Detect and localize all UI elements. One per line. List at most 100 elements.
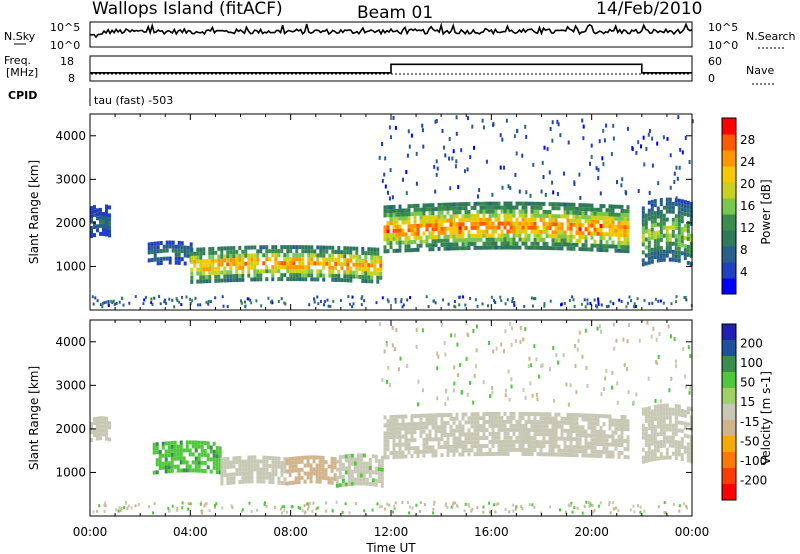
power-echo-cell bbox=[476, 233, 480, 238]
velocity-ground-cell bbox=[279, 507, 282, 511]
power-ground-cell bbox=[651, 301, 654, 305]
velocity-scatter-cell bbox=[406, 363, 409, 368]
velocity-echo-cell bbox=[644, 443, 648, 447]
power-scatter-cell bbox=[521, 153, 524, 158]
power-echo-cell bbox=[590, 203, 594, 208]
power-echo-cell bbox=[665, 209, 669, 214]
power-ground-cell bbox=[511, 297, 514, 301]
velocity-echo-cell bbox=[596, 418, 600, 422]
power-echo-cell bbox=[494, 241, 498, 246]
velocity-echo-cell bbox=[297, 456, 301, 461]
velocity-echo-cell bbox=[524, 420, 528, 424]
power-echo-cell bbox=[386, 233, 390, 238]
power-echo-cell bbox=[512, 225, 516, 230]
velocity-echo-cell bbox=[167, 469, 171, 474]
power-colorbar-swatch bbox=[722, 134, 736, 151]
velocity-echo-cell bbox=[244, 475, 248, 480]
power-echo-cell bbox=[295, 273, 299, 278]
velocity-ground-cell bbox=[127, 504, 130, 508]
velocity-scatter-cell bbox=[511, 326, 514, 331]
velocity-echo-cell bbox=[677, 440, 681, 445]
velocity-echo-cell bbox=[398, 426, 402, 431]
velocity-echo-cell bbox=[647, 446, 651, 451]
velocity-scatter-cell bbox=[626, 367, 629, 371]
velocity-echo-cell bbox=[274, 468, 278, 473]
power-echo-cell bbox=[590, 223, 594, 228]
power-echo-cell bbox=[668, 257, 672, 262]
velocity-ground-cell bbox=[592, 510, 595, 514]
velocity-echo-cell bbox=[527, 444, 531, 448]
power-echo-cell bbox=[677, 254, 681, 259]
power-echo-cell bbox=[446, 206, 450, 211]
power-ground-cell bbox=[105, 300, 108, 304]
velocity-echo-cell bbox=[419, 433, 423, 438]
power-echo-cell bbox=[443, 230, 447, 235]
power-echo-cell bbox=[99, 211, 102, 216]
power-echo-cell bbox=[479, 201, 483, 206]
power-echo-cell bbox=[346, 278, 350, 283]
velocity-ground-cell bbox=[591, 504, 594, 507]
power-echo-cell bbox=[223, 270, 227, 275]
power-echo-cell bbox=[668, 245, 672, 250]
velocity-echo-cell bbox=[557, 420, 561, 425]
velocity-echo-cell bbox=[545, 440, 549, 445]
velocity-echo-cell bbox=[449, 432, 453, 437]
velocity-echo-cell bbox=[503, 439, 507, 444]
velocity-echo-cell bbox=[250, 475, 254, 480]
power-echo-cell bbox=[395, 208, 399, 213]
power-echo-cell bbox=[446, 234, 450, 239]
power-echo-cell bbox=[617, 212, 621, 217]
noise-panel-frame bbox=[89, 21, 693, 48]
power-echo-cell bbox=[383, 225, 387, 230]
velocity-scatter-cell bbox=[488, 341, 491, 345]
power-ground-cell bbox=[207, 300, 210, 303]
velocity-echo-cell bbox=[626, 455, 630, 460]
velocity-echo-cell bbox=[464, 448, 468, 453]
power-echo-cell bbox=[211, 250, 215, 255]
velocity-ground-cell bbox=[432, 511, 435, 515]
velocity-ground-cell bbox=[176, 506, 179, 510]
power-echo-cell bbox=[102, 228, 105, 232]
power-echo-cell bbox=[398, 208, 402, 213]
power-echo-cell bbox=[644, 217, 648, 222]
velocity-ground-cell bbox=[612, 501, 615, 505]
power-echo-cell bbox=[340, 278, 344, 283]
velocity-echo-cell bbox=[176, 444, 180, 449]
velocity-ground-cell bbox=[119, 509, 122, 513]
velocity-echo-cell bbox=[488, 432, 492, 436]
power-echo-cell bbox=[434, 235, 438, 240]
velocity-echo-cell bbox=[398, 422, 402, 427]
velocity-scatter-cell bbox=[530, 363, 533, 368]
power-echo-cell bbox=[569, 222, 573, 227]
velocity-echo-cell bbox=[668, 455, 672, 460]
power-echo-cell bbox=[404, 208, 408, 213]
power-echo-cell bbox=[431, 215, 435, 220]
velocity-echo-cell bbox=[617, 442, 621, 447]
power-echo-cell bbox=[680, 243, 684, 248]
power-scatter-cell bbox=[677, 115, 680, 120]
power-echo-cell bbox=[292, 269, 296, 274]
power-echo-cell bbox=[512, 221, 516, 226]
velocity-scatter-cell bbox=[454, 333, 456, 338]
power-echo-cell bbox=[322, 245, 326, 250]
velocity-echo-cell bbox=[380, 479, 384, 484]
power-echo-cell bbox=[446, 218, 450, 223]
velocity-echo-cell bbox=[485, 436, 489, 440]
power-echo-cell bbox=[521, 205, 525, 210]
power-echo-cell bbox=[548, 246, 552, 251]
velocity-echo-cell bbox=[173, 448, 177, 453]
velocity-scatter-cell bbox=[635, 392, 638, 397]
power-echo-cell bbox=[605, 232, 609, 237]
power-echo-cell bbox=[108, 213, 111, 218]
velocity-scatter-cell bbox=[585, 365, 588, 370]
power-echo-cell bbox=[392, 228, 396, 233]
power-echo-cell bbox=[527, 233, 531, 238]
velocity-echo-cell bbox=[530, 412, 534, 417]
power-ground-cell bbox=[110, 299, 113, 303]
power-echo-cell bbox=[355, 246, 359, 251]
velocity-echo-cell bbox=[656, 456, 660, 461]
velocity-scatter-cell bbox=[399, 356, 402, 361]
velocity-scatter-cell bbox=[453, 388, 455, 393]
velocity-echo-cell bbox=[494, 439, 498, 444]
velocity-ground-cell bbox=[203, 504, 206, 508]
